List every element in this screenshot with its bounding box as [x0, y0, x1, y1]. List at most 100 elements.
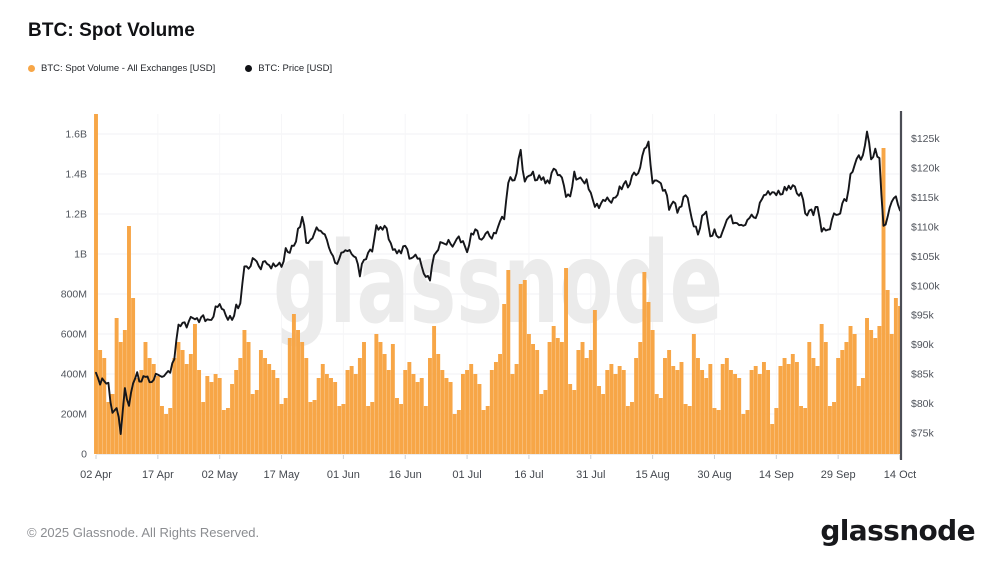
volume-bar: [118, 342, 123, 454]
volume-bar: [852, 334, 857, 454]
volume-bar: [184, 364, 189, 454]
volume-bar: [613, 374, 618, 454]
volume-bar: [168, 408, 173, 454]
volume-bar: [106, 402, 111, 454]
volume-bar: [110, 394, 115, 454]
volume-bar: [889, 334, 894, 454]
volume-bar: [465, 370, 470, 454]
volume-bar: [312, 400, 317, 454]
volume-bar: [506, 270, 511, 454]
volume-bar: [246, 342, 251, 454]
volume-bar: [671, 366, 676, 454]
volume-bar: [258, 350, 263, 454]
volume-bar: [333, 382, 338, 454]
volume-bar: [172, 358, 177, 454]
y-axis-label-right: $115k: [911, 192, 940, 204]
volume-bar: [432, 326, 437, 454]
y-axis-label-right: $85k: [911, 369, 935, 381]
volume-bar: [386, 370, 391, 454]
x-axis-label: 31 Jul: [576, 469, 605, 481]
volume-bar: [473, 374, 478, 454]
y-axis-label-left: 800M: [61, 289, 87, 301]
x-axis-label: 01 Jul: [452, 469, 481, 481]
volume-bar: [799, 406, 804, 454]
x-axis-label: 29 Sep: [821, 469, 856, 481]
volume-bar: [283, 398, 288, 454]
volume-bar: [786, 364, 791, 454]
volume-bar: [502, 304, 507, 454]
volume-bar: [700, 370, 705, 454]
volume-bar: [617, 366, 622, 454]
chart-title: BTC: Spot Volume: [28, 20, 195, 41]
y-axis-label-right: $120k: [911, 163, 940, 175]
volume-bar: [221, 410, 226, 454]
volume-bar: [667, 350, 672, 454]
volume-bar: [419, 378, 424, 454]
volume-bar: [209, 382, 214, 454]
volume-bar: [498, 354, 503, 454]
volume-bar: [337, 406, 342, 454]
volume-bar: [654, 394, 659, 454]
volume-bar: [840, 350, 845, 454]
volume-bar: [625, 406, 630, 454]
volume-bar: [753, 366, 758, 454]
volume-bar: [522, 280, 527, 454]
x-axis-label: 16 Jun: [389, 469, 422, 481]
volume-bar: [531, 344, 536, 454]
volume-bar: [489, 370, 494, 454]
volume-bar: [638, 342, 643, 454]
volume-bar: [345, 370, 350, 454]
volume-bar: [766, 370, 771, 454]
volume-bar: [102, 358, 107, 454]
volume-bar: [580, 342, 585, 454]
volume-bar: [518, 284, 523, 454]
volume-bar: [794, 362, 799, 454]
volume-bar: [885, 290, 890, 454]
volume-bar: [547, 342, 552, 454]
volume-bar: [696, 358, 700, 454]
legend-item-spot-volume[interactable]: BTC: Spot Volume - All Exchanges [USD]: [28, 63, 215, 74]
volume-bar: [663, 358, 667, 454]
volume-bar: [807, 342, 812, 454]
volume-bar: [456, 410, 461, 454]
glassnode-logo: glassnode: [820, 514, 975, 547]
volume-bar: [803, 408, 808, 454]
volume-bar: [403, 370, 408, 454]
x-axis-label: 14 Oct: [884, 469, 916, 481]
y-axis-label-right: $95k: [911, 310, 935, 322]
volume-bar: [778, 366, 783, 454]
volume-bar: [510, 374, 515, 454]
volume-bar: [893, 298, 898, 454]
volume-bar: [621, 370, 626, 454]
y-axis-label-right: $125k: [911, 133, 940, 145]
volume-bar: [724, 358, 729, 454]
volume-bar: [543, 390, 548, 454]
volume-bar: [127, 226, 131, 454]
y-axis-label-left: 600M: [61, 329, 87, 341]
y-axis-label-right: $80k: [911, 398, 935, 410]
volume-bar: [205, 376, 210, 454]
volume-bar: [176, 342, 181, 454]
volume-bar: [601, 394, 606, 454]
y-axis-label-right: $90k: [911, 339, 935, 351]
volume-bar: [774, 408, 779, 454]
volume-bar: [741, 414, 746, 454]
volume-bar: [143, 342, 148, 454]
volume-bar: [395, 398, 399, 454]
volume-bar: [728, 370, 733, 454]
volume-bar: [790, 354, 795, 454]
volume-bar: [390, 344, 395, 454]
volume-bar: [300, 342, 305, 454]
volume-bar: [526, 334, 531, 454]
volume-bar: [250, 394, 255, 454]
volume-bar: [238, 358, 243, 454]
volume-bar: [329, 378, 333, 454]
volume-bar: [324, 374, 329, 454]
volume-bar: [230, 384, 235, 454]
volume-bar: [856, 386, 861, 454]
volume-bar: [572, 390, 577, 454]
legend-item-price[interactable]: BTC: Price [USD]: [245, 63, 332, 74]
volume-bar: [605, 370, 610, 454]
volume-bar: [151, 364, 156, 454]
